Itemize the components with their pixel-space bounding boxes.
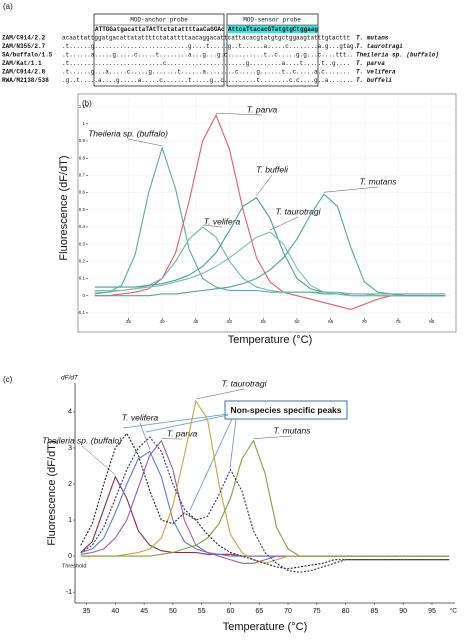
y-tick-label: 0.2: [79, 258, 86, 263]
sequence-id: SA/buffalo/1.5: [2, 52, 53, 59]
x-tick-label: 60: [227, 608, 235, 615]
species: Theileria sp. (buffalo): [356, 52, 439, 59]
curve-label: T. mutans: [359, 176, 397, 186]
sensor-label: MOD-sensor probe: [243, 17, 301, 24]
sequence-id: RWA/M2138/538: [2, 77, 49, 84]
x-tick-label: 80: [342, 608, 350, 615]
leader-line: [128, 139, 162, 146]
curve-label: Theileria sp. (buffalo): [88, 128, 168, 138]
x-tick-label: 75: [313, 608, 321, 615]
sensor-probe: AttcaTtacacGTatgtgCtggaag: [228, 26, 318, 33]
sequence-id: ZAM/Kat/1.1: [2, 60, 42, 67]
curve: [81, 401, 449, 563]
y-tick-label: 1.1: [79, 104, 86, 109]
panel-label: (a): [3, 2, 13, 11]
y-tick-label: 0.3: [79, 241, 86, 246]
x-tick-label: 40: [111, 608, 119, 615]
y-tick-label: 0.6: [79, 190, 86, 195]
arrow: [230, 419, 236, 468]
y-tick-label: -1: [66, 589, 72, 596]
y-tick-label: 0.8: [79, 155, 86, 160]
curve-label: T. buffeli: [256, 164, 289, 174]
y-axis-title: Fluorescence (dF/dT): [46, 440, 58, 545]
x-axis-title: Temperature (°C): [228, 334, 312, 346]
curve: [81, 433, 449, 568]
leader-line: [270, 217, 298, 230]
sequence: .t......g..........................g....…: [62, 43, 357, 50]
y-tick-label: 0.9: [79, 138, 86, 143]
curve-label: T. parva: [247, 104, 278, 114]
leader-line: [253, 436, 292, 439]
anchor-label: MOD-anchor probe: [130, 17, 188, 24]
y-axis-title: Fluorescence (dF/dT): [58, 155, 70, 260]
curve-label: Theileria sp. (buffalo): [42, 435, 122, 445]
threshold-label: Threshold: [62, 564, 86, 570]
y-tick-label: 0: [82, 293, 85, 298]
species: T. buffeli: [356, 77, 392, 84]
x-unit: °C: [450, 607, 458, 615]
x-tick-label: 90: [399, 608, 407, 615]
x-tick-label: 70: [284, 608, 292, 615]
sequence: .t..........................c...........…: [62, 60, 350, 67]
sequence: .t......g...a.....c.....g.......t......a…: [62, 69, 350, 76]
sequence: .g..t.....a....g.....a.....c.......t....…: [62, 77, 354, 84]
y-tick-label: 0.7: [79, 173, 86, 178]
curve-label: T. parva: [167, 428, 198, 438]
y-tick-label: 0.4: [79, 224, 86, 229]
y-tick-label: 0: [68, 553, 72, 560]
x-tick-label: 55: [198, 608, 206, 615]
curve: [81, 477, 449, 556]
x-tick-label: 65: [255, 608, 263, 615]
y-tick-label: 2: [68, 481, 72, 488]
x-axis-title: Temperature (°C): [223, 621, 307, 633]
curve: [95, 115, 446, 309]
x-tick-label: 95: [428, 608, 436, 615]
x-tick-label: 45: [140, 608, 148, 615]
species: T. velifera: [356, 69, 396, 76]
leader-line: [140, 423, 150, 450]
x-tick-label: 85: [370, 608, 378, 615]
curve: [95, 194, 446, 295]
y-tick-label: 3: [68, 445, 72, 452]
species: T. taurotragi: [356, 43, 403, 50]
y-unit: dF/dT: [61, 375, 79, 382]
sequence-id: ZAM/N355/2.7: [2, 43, 46, 50]
sequence: acaattattggatgacattatattttctatattttaacag…: [62, 35, 350, 42]
y-tick-label: 4: [68, 409, 72, 416]
curve: [81, 441, 449, 556]
species: T. parva: [356, 60, 385, 67]
sequence-id: ZAM/C914/2.8: [2, 69, 46, 76]
curve-label: T. velifera: [122, 412, 159, 422]
anchor-probe: ATTGGatgacattaTAtTtctatattttaaCaGGAc: [95, 26, 225, 33]
curve: [81, 452, 449, 557]
y-tick-label: 1: [68, 517, 72, 524]
leader-line: [324, 187, 378, 192]
curve-label: T. mutans: [273, 425, 311, 435]
y-tick-label: 1: [82, 121, 85, 126]
y-tick-label: 0.5: [79, 207, 86, 212]
species: T. mutans: [356, 35, 389, 42]
y-tick-label: 0.1: [79, 276, 86, 281]
x-tick-label: 50: [169, 608, 177, 615]
x-tick-label: 35: [83, 608, 91, 615]
sequence: .t......a.....g.....c.....t........a...g…: [62, 52, 354, 59]
callout-text: Non-species specific peaks: [230, 405, 341, 415]
curve-label: T. taurotragi: [221, 378, 267, 388]
leader-line: [82, 446, 115, 475]
curve: [81, 437, 449, 572]
curve: [95, 227, 446, 294]
sequence-id: ZAM/C914/2.2: [2, 35, 46, 42]
curve: [81, 441, 449, 564]
panel-label: (c): [3, 375, 13, 384]
leader-line: [196, 389, 244, 399]
y-tick-label: -0.1: [77, 310, 85, 315]
